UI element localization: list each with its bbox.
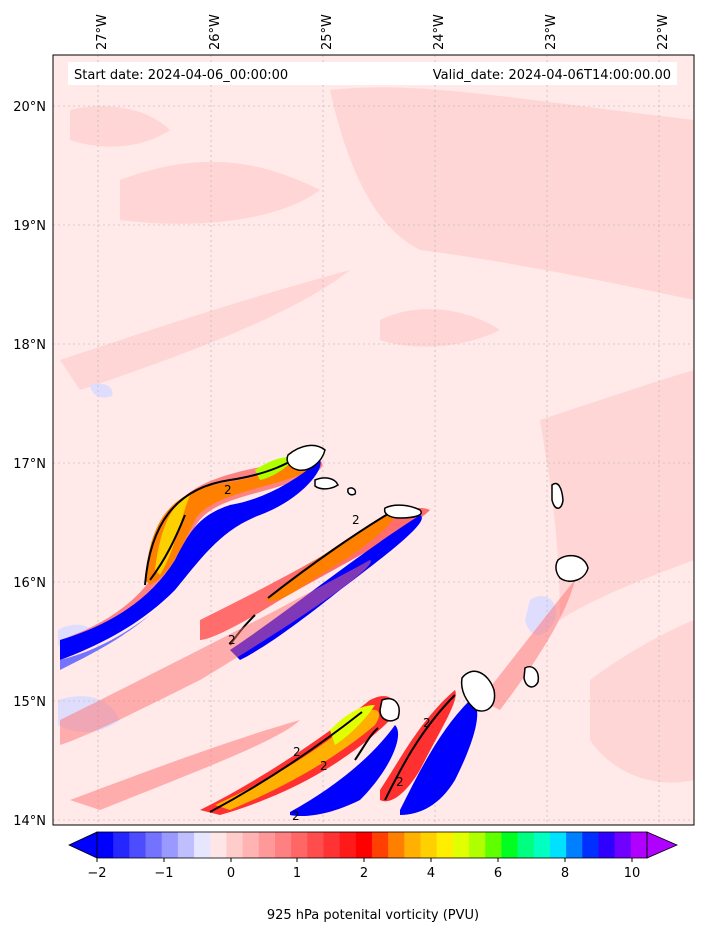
colorbar-segment — [549, 832, 567, 858]
colorbar-segment — [194, 832, 211, 858]
colorbar-segment — [566, 832, 583, 858]
island-santa-luzia — [347, 487, 357, 496]
colorbar-tick-label: 6 — [494, 866, 502, 881]
colorbar-segment — [339, 832, 357, 858]
colorbar-segment — [388, 832, 405, 858]
contour-label: 2 — [292, 809, 300, 823]
colorbar-segment — [177, 832, 195, 858]
island-fogo — [379, 698, 400, 722]
lon-label: 25°W — [320, 14, 335, 50]
colorbar-segment — [161, 832, 179, 858]
colorbar-segment — [614, 832, 632, 858]
colorbar-segment — [598, 832, 616, 858]
colorbar-segment — [630, 832, 648, 858]
colorbar-segment — [226, 832, 244, 858]
colorbar-tick-label: 2 — [360, 866, 368, 881]
colorbar-segment — [242, 832, 260, 858]
contour-label: 2 — [320, 759, 328, 773]
lat-label: 20°N — [13, 100, 46, 115]
colorbar-segment — [501, 832, 519, 858]
colorbar-segment — [533, 832, 551, 858]
map-area: 2 2 2 2 2 2 2 2 — [53, 55, 694, 825]
colorbar-segment — [355, 832, 373, 858]
colorbar-segment — [129, 832, 147, 858]
colorbar-segment — [307, 832, 324, 858]
island-maio — [523, 666, 540, 688]
lat-label: 19°N — [13, 219, 46, 234]
island-sao-nicolau — [383, 504, 422, 519]
island-coastlines — [286, 444, 589, 722]
colorbar-segment — [469, 832, 486, 858]
map-frame — [52, 54, 695, 826]
colorbar-segment — [436, 832, 454, 858]
colorbar-segment — [258, 832, 276, 858]
lat-label: 14°N — [13, 814, 46, 829]
colorbar-tick-label: 8 — [561, 866, 569, 881]
colorbar-segment — [323, 832, 341, 858]
latitude-labels: 20°N 19°N 18°N 17°N 16°N 15°N 14°N — [13, 100, 46, 829]
valid-date-label: Valid_date: 2024-04-06T14:00:00.00 — [433, 68, 671, 83]
lat-label: 17°N — [13, 457, 46, 472]
contour-label: 2 — [352, 513, 360, 527]
island-sao-vicente — [314, 477, 339, 490]
lat-label: 16°N — [13, 576, 46, 591]
lon-label: 27°W — [95, 14, 110, 50]
colorbar-frame — [96, 831, 648, 859]
colorbar-segment — [452, 832, 470, 858]
header-box — [68, 62, 677, 85]
lat-label: 15°N — [13, 695, 46, 710]
colorbar-segment — [291, 832, 308, 858]
lon-label: 26°W — [208, 14, 223, 50]
colorbar-segment — [517, 832, 535, 858]
island-santiago — [460, 670, 496, 712]
colorbar-segment — [145, 832, 163, 858]
lat-label: 18°N — [13, 338, 46, 353]
colorbar-segment — [210, 832, 227, 858]
colorbar-tick-label: 1 — [293, 866, 301, 881]
colorbar-segment — [582, 832, 599, 858]
colorbar-segment — [274, 832, 292, 858]
longitude-labels: 27°W 26°W 25°W 24°W 23°W 22°W — [95, 14, 671, 50]
colorbar-segment — [372, 832, 389, 858]
lon-label: 23°W — [544, 14, 559, 50]
colorbar-tick-label: 4 — [427, 866, 435, 881]
contour-label: 2 — [293, 745, 301, 759]
island-santo-antao — [286, 444, 326, 471]
lon-label: 24°W — [432, 14, 447, 50]
island-sal — [551, 482, 564, 509]
lon-label: 22°W — [656, 14, 671, 50]
contour-label: 2 — [224, 483, 232, 497]
colorbar-max-arrow — [646, 831, 679, 859]
pv-band-south — [200, 690, 478, 817]
colorbar-tick-label: −1 — [154, 866, 173, 881]
contour-label: 2 — [228, 633, 236, 647]
colorbar-segment — [404, 832, 422, 858]
colorbar-tick-label: 0 — [227, 866, 235, 881]
colorbar-segment — [113, 832, 130, 858]
contour-labels: 2 2 2 2 2 2 2 2 — [224, 483, 431, 823]
colorbar-segment — [485, 832, 502, 858]
contour-label: 2 — [423, 716, 431, 730]
start-date-label: Start date: 2024-04-06_00:00:00 — [74, 68, 288, 83]
pv-red-streaks — [60, 560, 575, 810]
graticule — [53, 55, 694, 825]
contour-label: 2 — [396, 775, 404, 789]
colorbar-title: 925 hPa potenital vorticity (PVU) — [267, 908, 479, 923]
colorbar-segment — [420, 832, 438, 858]
colorbar-tick-label: −2 — [87, 866, 106, 881]
colorbar-segment — [97, 832, 114, 858]
colorbar-min-arrow — [68, 831, 98, 859]
island-boa-vista — [555, 554, 589, 582]
colorbar: −2 −1 0 1 2 4 6 8 10 — [68, 831, 679, 881]
colorbar-tick-label: 10 — [624, 866, 641, 881]
